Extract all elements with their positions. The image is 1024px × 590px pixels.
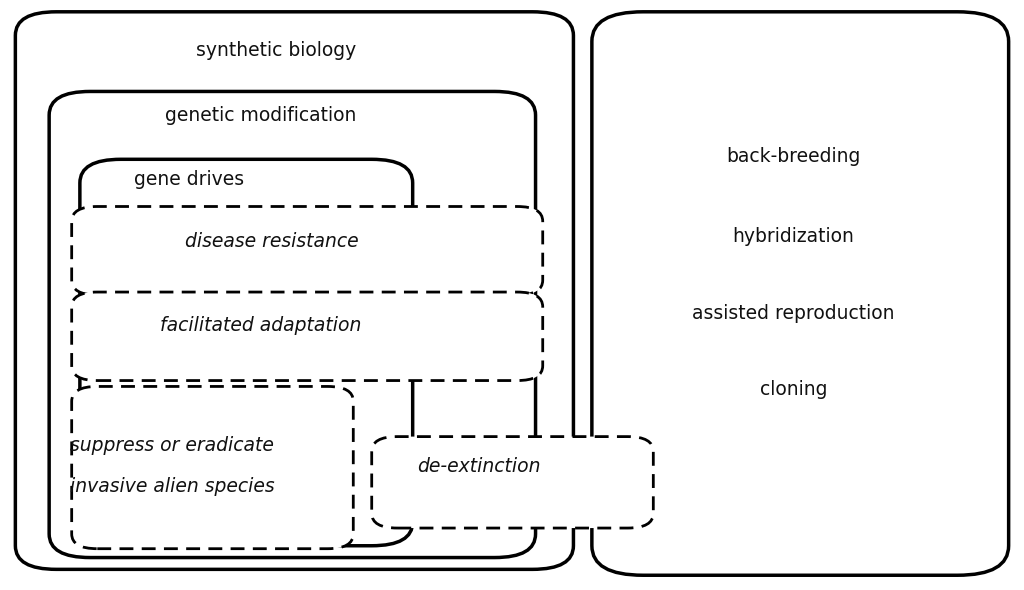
Text: synthetic biology: synthetic biology bbox=[197, 41, 356, 60]
Text: de-extinction: de-extinction bbox=[418, 457, 541, 476]
Text: genetic modification: genetic modification bbox=[166, 106, 356, 124]
FancyBboxPatch shape bbox=[72, 206, 543, 295]
Text: facilitated adaptation: facilitated adaptation bbox=[161, 316, 361, 335]
Text: back-breeding: back-breeding bbox=[726, 147, 861, 166]
FancyBboxPatch shape bbox=[15, 12, 573, 569]
FancyBboxPatch shape bbox=[592, 12, 1009, 575]
Text: cloning: cloning bbox=[760, 380, 827, 399]
FancyBboxPatch shape bbox=[80, 159, 413, 546]
Text: gene drives: gene drives bbox=[134, 171, 245, 189]
Text: assisted reproduction: assisted reproduction bbox=[692, 304, 895, 323]
Text: hybridization: hybridization bbox=[732, 227, 855, 245]
FancyBboxPatch shape bbox=[72, 292, 543, 381]
FancyBboxPatch shape bbox=[49, 91, 536, 558]
Text: invasive alien species: invasive alien species bbox=[70, 477, 274, 496]
FancyBboxPatch shape bbox=[372, 437, 653, 528]
Text: suppress or eradicate: suppress or eradicate bbox=[70, 436, 274, 455]
Text: disease resistance: disease resistance bbox=[184, 232, 358, 251]
FancyBboxPatch shape bbox=[72, 386, 353, 549]
